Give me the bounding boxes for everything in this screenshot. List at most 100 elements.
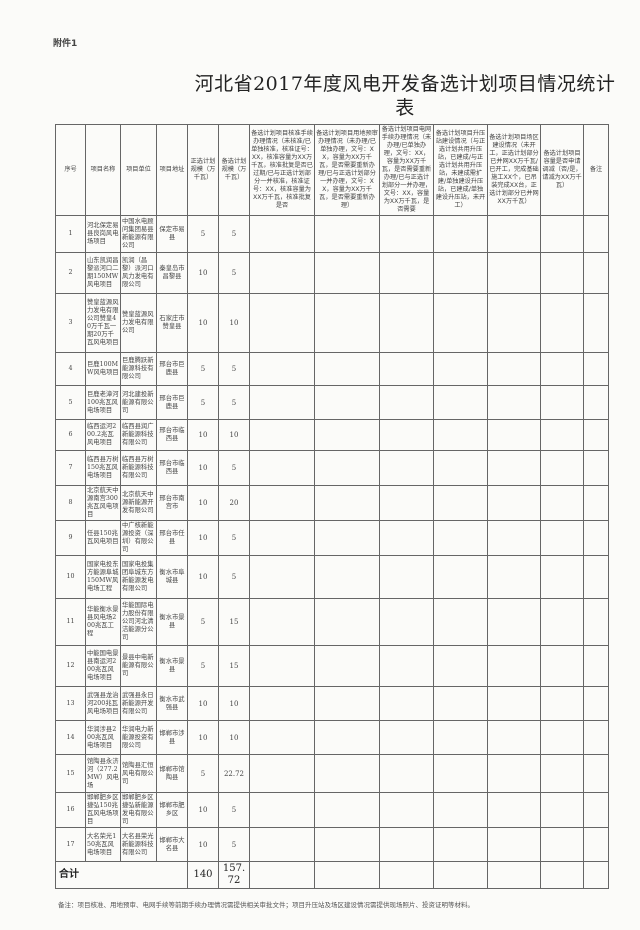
empty-cell — [487, 827, 541, 862]
empty-cell — [433, 555, 488, 599]
backup-scale: 5 — [218, 215, 250, 253]
empty-cell — [583, 598, 609, 646]
empty-cell — [433, 827, 488, 862]
row-number: 9 — [55, 520, 86, 556]
project-unit: 华润电力新能源投资有限公司 — [120, 720, 157, 755]
empty-cell — [314, 215, 380, 253]
empty-cell — [583, 686, 609, 721]
empty-cell — [487, 450, 541, 486]
empty-cell — [314, 686, 380, 721]
empty-cell — [540, 720, 584, 755]
empty-cell — [433, 686, 488, 721]
empty-cell — [433, 485, 488, 521]
empty-cell — [379, 215, 434, 253]
backup-scale: 10 — [218, 686, 250, 721]
empty-cell — [540, 645, 584, 687]
row-number: 7 — [55, 450, 86, 486]
project-unit: 巨鹿腾跃新能源科技有限公司 — [120, 352, 157, 386]
empty-cell — [433, 450, 488, 486]
empty-cell — [314, 555, 380, 599]
empty-cell — [379, 385, 434, 420]
empty-cell — [249, 293, 315, 353]
empty-cell — [433, 419, 488, 451]
project-name: 临西运河200.2兆瓦风电项目 — [85, 419, 121, 451]
empty-cell — [249, 792, 315, 828]
empty-cell — [314, 293, 380, 353]
row-number: 1 — [55, 215, 86, 253]
backup-scale: 5 — [218, 555, 250, 599]
total-row: 合计 140 157.72 — [55, 861, 609, 889]
empty-cell — [314, 861, 380, 889]
project-address: 邢台市巨鹿县 — [156, 352, 188, 386]
project-address: 邢台市临西县 — [156, 450, 188, 486]
empty-cell — [540, 861, 584, 889]
project-name: 中能国电景县南运河200兆瓦风电场项目 — [85, 645, 121, 687]
project-address: 邯郸市肥乡区 — [156, 792, 188, 828]
header-primary-scale: 正选计划规模（万千瓦） — [187, 124, 219, 216]
header-remarks: 备注 — [583, 124, 609, 216]
row-number: 12 — [55, 645, 86, 687]
empty-cell — [379, 293, 434, 353]
primary-scale: 10 — [187, 485, 219, 521]
header-substation-status: 备选计划项目升压站建设情况（与正选计划共用升压站，已建成/与正选计划共用升压站，… — [433, 124, 488, 216]
project-address: 邢台市巨鹿县 — [156, 385, 188, 420]
project-name: 山东凯润昌黎派河口二期150MW风电项目 — [85, 252, 121, 294]
empty-cell — [249, 385, 315, 420]
empty-cell — [249, 720, 315, 755]
empty-cell — [583, 385, 609, 420]
backup-scale: 5 — [218, 385, 250, 420]
empty-cell — [379, 555, 434, 599]
empty-cell — [249, 252, 315, 294]
empty-cell — [433, 215, 488, 253]
primary-scale: 10 — [187, 827, 219, 862]
empty-cell — [314, 720, 380, 755]
empty-cell — [583, 450, 609, 486]
empty-cell — [249, 450, 315, 486]
row-number: 6 — [55, 419, 86, 451]
primary-scale: 10 — [187, 686, 219, 721]
empty-cell — [540, 252, 584, 294]
empty-cell — [249, 485, 315, 521]
row-number: 3 — [55, 293, 86, 353]
project-unit: 临西县万树新能源科技有限公司 — [120, 450, 157, 486]
empty-cell — [379, 645, 434, 687]
table-row: 15 馆陶县永济河（277.2MW）风电场 馆陶县汇恒风电有限公司 邯郸市馆陶县 5 22… — [55, 754, 609, 793]
project-unit: 河北建投新能源有限公司 — [120, 385, 157, 420]
header-no: 序号 — [55, 124, 86, 216]
backup-scale: 5 — [218, 827, 250, 862]
primary-scale: 5 — [187, 352, 219, 386]
primary-scale: 10 — [187, 252, 219, 294]
empty-cell — [433, 293, 488, 353]
header-backup-scale: 备选计划规模（万千瓦） — [218, 124, 250, 216]
row-number: 8 — [55, 485, 86, 521]
project-name: 河北保定易县良岗风电场项目 — [85, 215, 121, 253]
project-name: 邯郸肥乡区捷弘150兆瓦风电场项目 — [85, 792, 121, 828]
empty-cell — [583, 485, 609, 521]
primary-scale: 5 — [187, 754, 219, 793]
project-name: 赞皇蓝源风力发电有限公司赞皇40万千瓦一期20万千瓦风电项目 — [85, 293, 121, 353]
empty-cell — [487, 215, 541, 253]
project-unit: 大名县荣光新能源科技有限公司 — [120, 827, 157, 862]
empty-cell — [314, 385, 380, 420]
empty-cell — [249, 686, 315, 721]
project-address: 秦皇岛市昌黎县 — [156, 252, 188, 294]
table-row: 17 大名荣光150兆瓦风电场项目 大名县荣光新能源科技有限公司 邯郸市大名县 10 5 — [55, 827, 609, 862]
table-row: 2 山东凯润昌黎派河口二期150MW风电项目 凯润（昌黎）派河口风力发电有限公司 秦皇… — [55, 252, 609, 294]
project-name: 华能衡水景县风电场200兆瓦工程 — [85, 598, 121, 646]
empty-cell — [249, 827, 315, 862]
primary-scale: 10 — [187, 520, 219, 556]
empty-cell — [540, 520, 584, 556]
empty-cell — [540, 598, 584, 646]
empty-cell — [487, 598, 541, 646]
primary-scale: 5 — [187, 385, 219, 420]
project-address: 邯郸市涉县 — [156, 720, 188, 755]
empty-cell — [487, 686, 541, 721]
empty-cell — [379, 827, 434, 862]
empty-cell — [314, 485, 380, 521]
empty-cell — [314, 598, 380, 646]
row-number: 10 — [55, 555, 86, 599]
document-title: 河北省2017年度风电开发备选计划项目情况统计表 — [194, 73, 616, 119]
table-row: 12 中能国电景县南运河200兆瓦风电场项目 景县中电新能源有限公司 衡水市景县 5 15 — [55, 645, 609, 687]
empty-cell — [433, 754, 488, 793]
row-number: 4 — [55, 352, 86, 386]
